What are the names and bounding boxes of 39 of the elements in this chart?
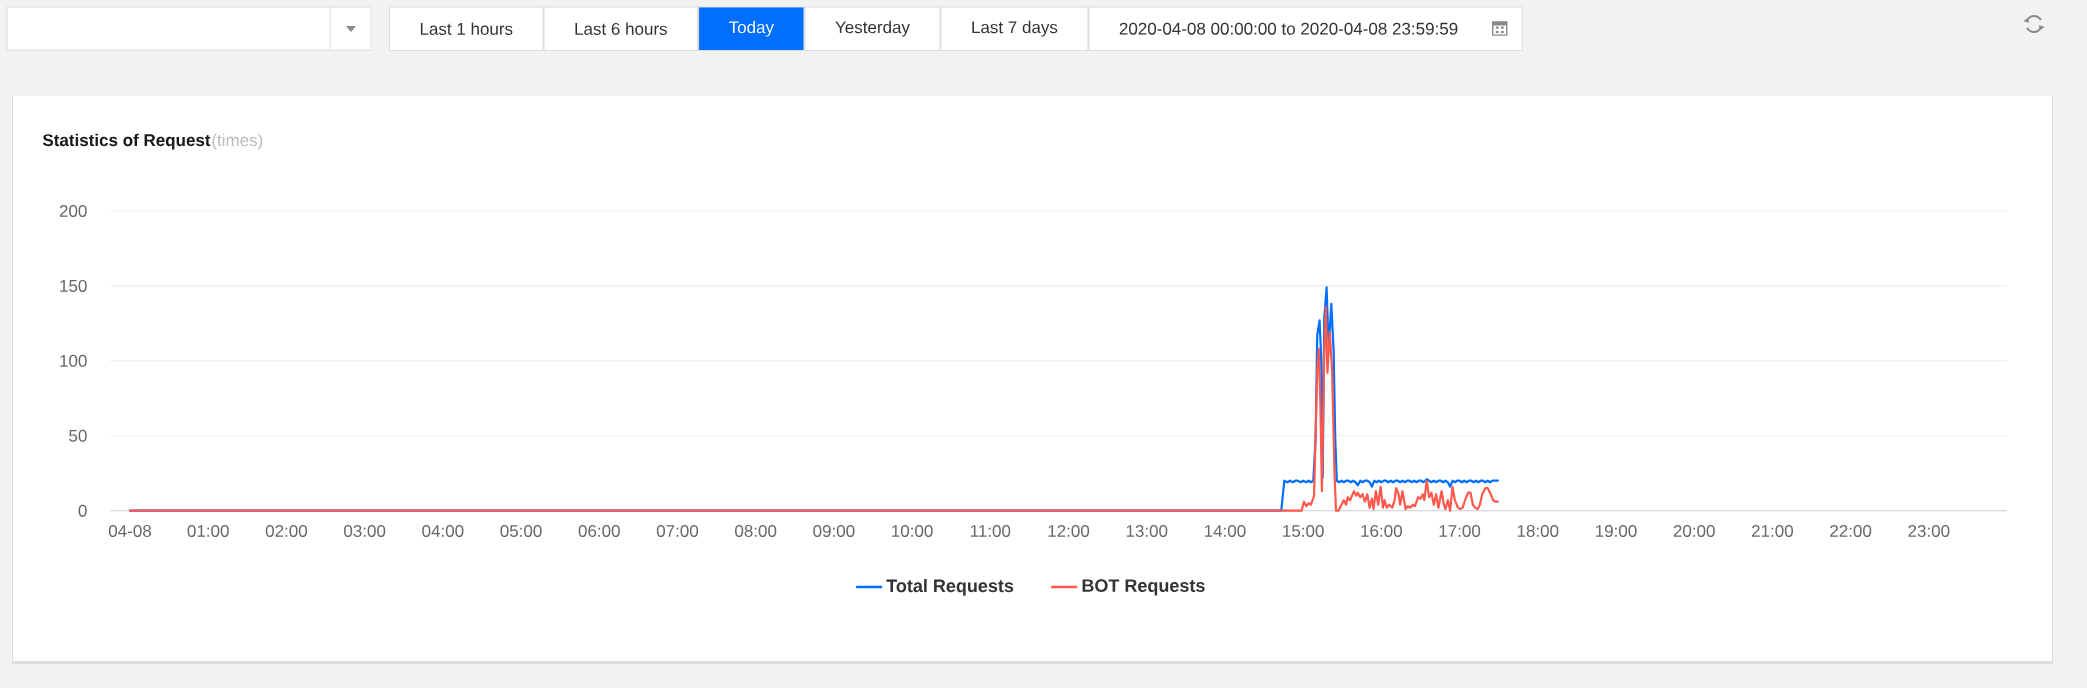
x-tick-label: 21:00 <box>1751 524 1793 537</box>
x-tick-label: 15:00 <box>1283 524 1324 537</box>
legend-label: Total Requests <box>886 578 1014 596</box>
x-tick-label: 10:00 <box>892 524 933 537</box>
y-tick-label: 150 <box>60 279 87 292</box>
x-tick-label: 01:00 <box>187 524 229 537</box>
x-tick-label: 04:00 <box>422 524 464 537</box>
x-tick-label: 16:00 <box>1361 524 1402 537</box>
chart-subtitle: (times) <box>212 133 263 150</box>
x-tick-label: 12:00 <box>1048 524 1090 537</box>
x-tick-label: 11:00 <box>970 524 1011 537</box>
x-tick-label: 17:00 <box>1439 524 1481 537</box>
x-tick-label: 07:00 <box>656 524 699 537</box>
x-tick-label: 19:00 <box>1595 524 1637 537</box>
y-tick-label: 100 <box>60 354 87 367</box>
text: 2020-04-08 00:00:00 to 2020-04-08 23:59:59 <box>1119 22 1458 35</box>
y-tick-label: 50 <box>69 429 87 442</box>
x-tick-label: 22:00 <box>1830 524 1872 537</box>
text: Last 1 hours <box>420 22 513 35</box>
chart-title: Statistics of Request <box>42 133 211 150</box>
legend-label: BOT Requests <box>1082 579 1205 596</box>
x-tick-label: 08:00 <box>735 524 777 537</box>
x-tick-label: 06:00 <box>578 524 620 537</box>
x-tick-label: 20:00 <box>1673 524 1715 537</box>
x-tick-label: 04-08 <box>108 524 152 537</box>
x-tick-label: 14:00 <box>1204 524 1246 537</box>
y-tick-label: 200 <box>59 204 87 218</box>
text: Last 6 hours <box>575 22 667 35</box>
x-tick-label: 05:00 <box>500 524 542 537</box>
x-tick-label: 23:00 <box>1908 524 1950 537</box>
text: Today <box>729 20 774 37</box>
x-tick-label: 09:00 <box>813 524 855 537</box>
x-tick-label: 02:00 <box>265 524 308 537</box>
text: Yesterday <box>835 20 910 37</box>
y-tick-label: 0 <box>78 504 87 517</box>
x-tick-label: 03:00 <box>344 524 386 537</box>
x-tick-label: 13:00 <box>1126 524 1168 537</box>
text: Last 7 days <box>972 20 1058 37</box>
x-tick-label: 18:00 <box>1517 524 1559 537</box>
